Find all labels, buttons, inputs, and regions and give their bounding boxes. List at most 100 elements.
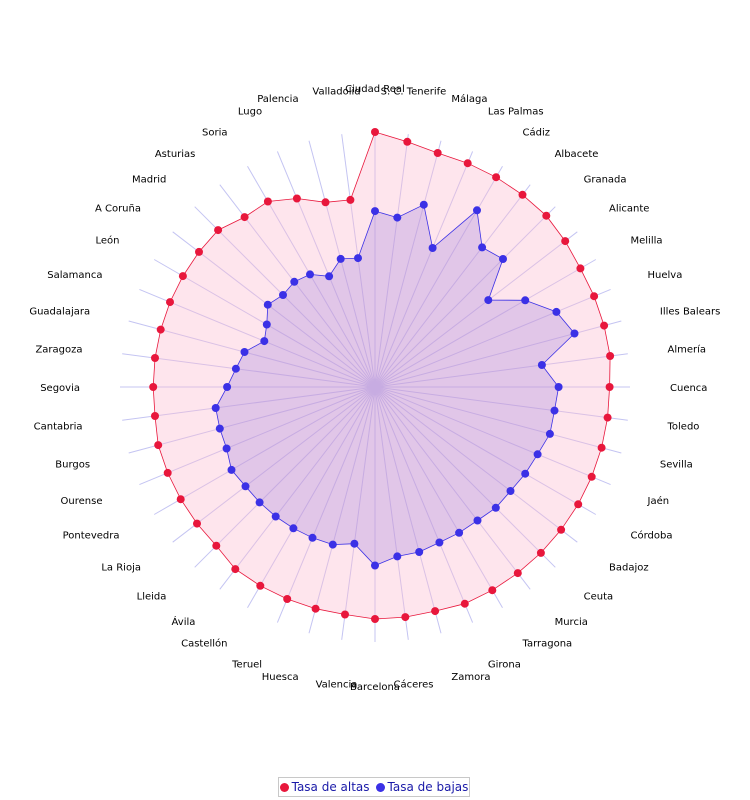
spoke-caceres <box>374 386 409 640</box>
data-point-tasa-de-altas-albacete <box>518 190 527 199</box>
spoke-alicante <box>374 231 578 388</box>
spoke-lleida <box>194 386 376 568</box>
axis-label-madrid: Madrid <box>132 174 166 185</box>
spoke-tarragona <box>374 386 503 609</box>
data-point-tasa-de-bajas-jaen <box>533 450 542 459</box>
data-point-tasa-de-altas-huesca <box>311 604 320 613</box>
axis-label-cantabria: Cantabria <box>34 422 83 433</box>
data-point-tasa-de-bajas-alicante <box>484 296 493 305</box>
spoke-ceuta <box>374 386 556 568</box>
axis-label-zamora: Zamora <box>451 672 490 683</box>
data-point-tasa-de-bajas-avila <box>271 512 280 521</box>
data-point-tasa-de-altas-segovia <box>149 383 158 391</box>
axis-label-albacete: Albacete <box>555 149 599 160</box>
axis-label-avila: Ávila <box>172 615 196 628</box>
data-point-tasa-de-bajas-almeria <box>537 361 546 369</box>
spoke-malaga <box>374 140 442 388</box>
legend-item-altas[interactable]: Tasa de altas <box>279 780 370 794</box>
data-point-tasa-de-altas-salamanca <box>166 298 174 307</box>
spoke-albacete <box>374 184 531 388</box>
data-point-tasa-de-bajas-segovia <box>223 383 232 391</box>
data-point-tasa-de-altas-s-c-tenerife <box>403 137 412 146</box>
data-point-tasa-de-bajas-zamora <box>415 548 424 556</box>
data-point-tasa-de-bajas-illes-balears <box>570 329 579 338</box>
data-point-tasa-de-bajas-a-coruna <box>263 300 272 309</box>
data-point-tasa-de-bajas-valencia <box>350 539 359 548</box>
data-point-tasa-de-altas-valencia <box>341 610 349 619</box>
data-point-tasa-de-altas-lugo <box>292 194 301 203</box>
data-point-tasa-de-bajas-soria <box>306 270 314 279</box>
spoke-cantabria <box>122 386 376 421</box>
data-point-tasa-de-bajas-salamanca <box>260 337 269 346</box>
axis-label-granada: Granada <box>584 174 627 185</box>
data-point-tasa-de-altas-ciudad-real <box>371 128 379 136</box>
data-point-tasa-de-bajas-s-c-tenerife <box>393 213 402 222</box>
data-point-tasa-de-bajas-madrid <box>279 291 287 299</box>
data-point-tasa-de-altas-la-rioja <box>193 519 201 528</box>
data-point-tasa-de-altas-huelva <box>590 292 599 301</box>
data-point-tasa-de-altas-cuenca <box>605 383 614 391</box>
axis-label-a-coruna: A Coruña <box>95 203 141 214</box>
axis-label-valladolid: Valladolid <box>312 87 360 98</box>
axis-label-cadiz: Cádiz <box>523 127 551 139</box>
data-point-tasa-de-altas-melilla <box>576 264 585 273</box>
data-point-tasa-de-bajas-murcia <box>473 516 482 525</box>
data-point-tasa-de-bajas-barcelona <box>371 561 379 570</box>
data-point-tasa-de-altas-barcelona <box>371 615 379 623</box>
data-point-tasa-de-bajas-valladolid <box>354 254 362 263</box>
axis-label-jaen: Jaén <box>647 495 670 507</box>
data-point-tasa-de-altas-castellon <box>256 581 265 590</box>
axis-label-melilla: Melilla <box>631 236 663 247</box>
axis-label-s-c-tenerife: S. C. Tenerife <box>381 87 447 98</box>
axis-label-caceres: Cáceres <box>393 679 433 691</box>
data-point-tasa-de-altas-lleida <box>212 541 221 550</box>
spoke-pontevedra <box>153 386 376 515</box>
data-point-tasa-de-altas-girona <box>460 599 469 608</box>
data-point-tasa-de-bajas-ourense <box>222 444 231 453</box>
spoke-la-rioja <box>172 386 376 543</box>
spoke-castellon <box>247 386 376 609</box>
data-point-tasa-de-bajas-girona <box>435 538 444 547</box>
data-point-tasa-de-bajas-leon <box>262 320 271 329</box>
spoke-palencia <box>308 140 376 388</box>
axis-label-huelva: Huelva <box>648 270 683 281</box>
data-point-tasa-de-altas-almeria <box>606 352 615 360</box>
axis-label-illes-balears: Illes Balears <box>660 307 720 318</box>
chart-legend: Tasa de altas Tasa de bajas <box>278 777 470 797</box>
spoke-toledo <box>374 386 628 421</box>
spoke-cadiz <box>374 165 503 388</box>
axis-label-ciudad-real: Ciudad Real <box>345 84 405 95</box>
data-point-tasa-de-bajas-lugo <box>325 272 334 281</box>
axis-label-cuenca: Cuenca <box>670 383 707 394</box>
axis-label-badajoz: Badajoz <box>609 563 649 574</box>
data-point-tasa-de-altas-soria <box>263 197 272 206</box>
data-point-tasa-de-bajas-sevilla <box>545 429 554 438</box>
axis-label-sevilla: Sevilla <box>660 459 693 470</box>
data-point-tasa-de-bajas-asturias <box>290 277 299 286</box>
data-point-tasa-de-altas-valladolid <box>346 195 355 204</box>
data-point-tasa-de-altas-ourense <box>163 468 172 477</box>
data-point-tasa-de-bajas-burgos <box>215 424 224 433</box>
data-point-tasa-de-bajas-palencia <box>336 254 345 263</box>
axis-label-burgos: Burgos <box>55 459 90 470</box>
data-point-tasa-de-bajas-cordoba <box>521 469 530 478</box>
spoke-melilla <box>374 259 597 388</box>
data-point-tasa-de-bajas-lleida <box>255 498 264 507</box>
data-point-tasa-de-bajas-tarragona <box>455 528 464 537</box>
axis-label-pontevedra: Pontevedra <box>63 531 120 542</box>
axis-label-las-palmas: Las Palmas <box>488 107 544 118</box>
legend-item-bajas[interactable]: Tasa de bajas <box>375 780 468 794</box>
data-point-tasa-de-altas-palencia <box>321 198 330 207</box>
data-point-tasa-de-bajas-albacete <box>478 243 487 252</box>
data-point-tasa-de-altas-madrid <box>214 226 223 235</box>
data-point-tasa-de-bajas-huesca <box>328 540 337 549</box>
axis-label-zaragoza: Zaragoza <box>35 345 82 356</box>
spoke-zaragoza <box>122 353 376 388</box>
data-point-tasa-de-altas-guadalajara <box>156 325 165 334</box>
data-point-tasa-de-bajas-badajoz <box>506 487 515 495</box>
data-point-tasa-de-altas-asturias <box>240 213 249 222</box>
data-point-tasa-de-altas-alicante <box>561 237 570 246</box>
axis-label-la-rioja: La Rioja <box>101 563 141 574</box>
spoke-avila <box>219 386 376 590</box>
